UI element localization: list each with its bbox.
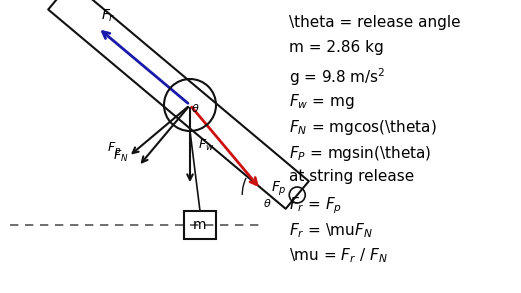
Text: g = 9.8 m/s$^{2}$: g = 9.8 m/s$^{2}$ xyxy=(289,66,386,88)
Text: m: m xyxy=(193,218,207,232)
Text: \mu = $F_r$ / $F_N$: \mu = $F_r$ / $F_N$ xyxy=(289,247,388,265)
Text: $\theta$: $\theta$ xyxy=(191,102,200,114)
Text: $F_w$: $F_w$ xyxy=(198,137,214,153)
Text: $F_r$: $F_r$ xyxy=(101,8,115,24)
Text: $F_w$ = mg: $F_w$ = mg xyxy=(289,92,355,111)
Text: \theta = release angle: \theta = release angle xyxy=(289,15,461,30)
Text: $\theta$: $\theta$ xyxy=(263,197,271,209)
Text: $F_P$ = mgsin(\theta): $F_P$ = mgsin(\theta) xyxy=(289,144,432,163)
Bar xyxy=(184,211,216,239)
Text: $F_N$: $F_N$ xyxy=(113,149,128,164)
Text: $F_N$ = mgcos(\theta): $F_N$ = mgcos(\theta) xyxy=(289,118,437,137)
Text: at string release: at string release xyxy=(289,169,414,184)
Text: $F_r$ = $F_p$: $F_r$ = $F_p$ xyxy=(289,195,342,216)
Text: m = 2.86 kg: m = 2.86 kg xyxy=(289,40,384,55)
Text: $F_p$: $F_p$ xyxy=(106,140,121,157)
Text: $F_p$: $F_p$ xyxy=(271,180,287,198)
Text: $F_r$ = \mu$F_N$: $F_r$ = \mu$F_N$ xyxy=(289,221,373,240)
